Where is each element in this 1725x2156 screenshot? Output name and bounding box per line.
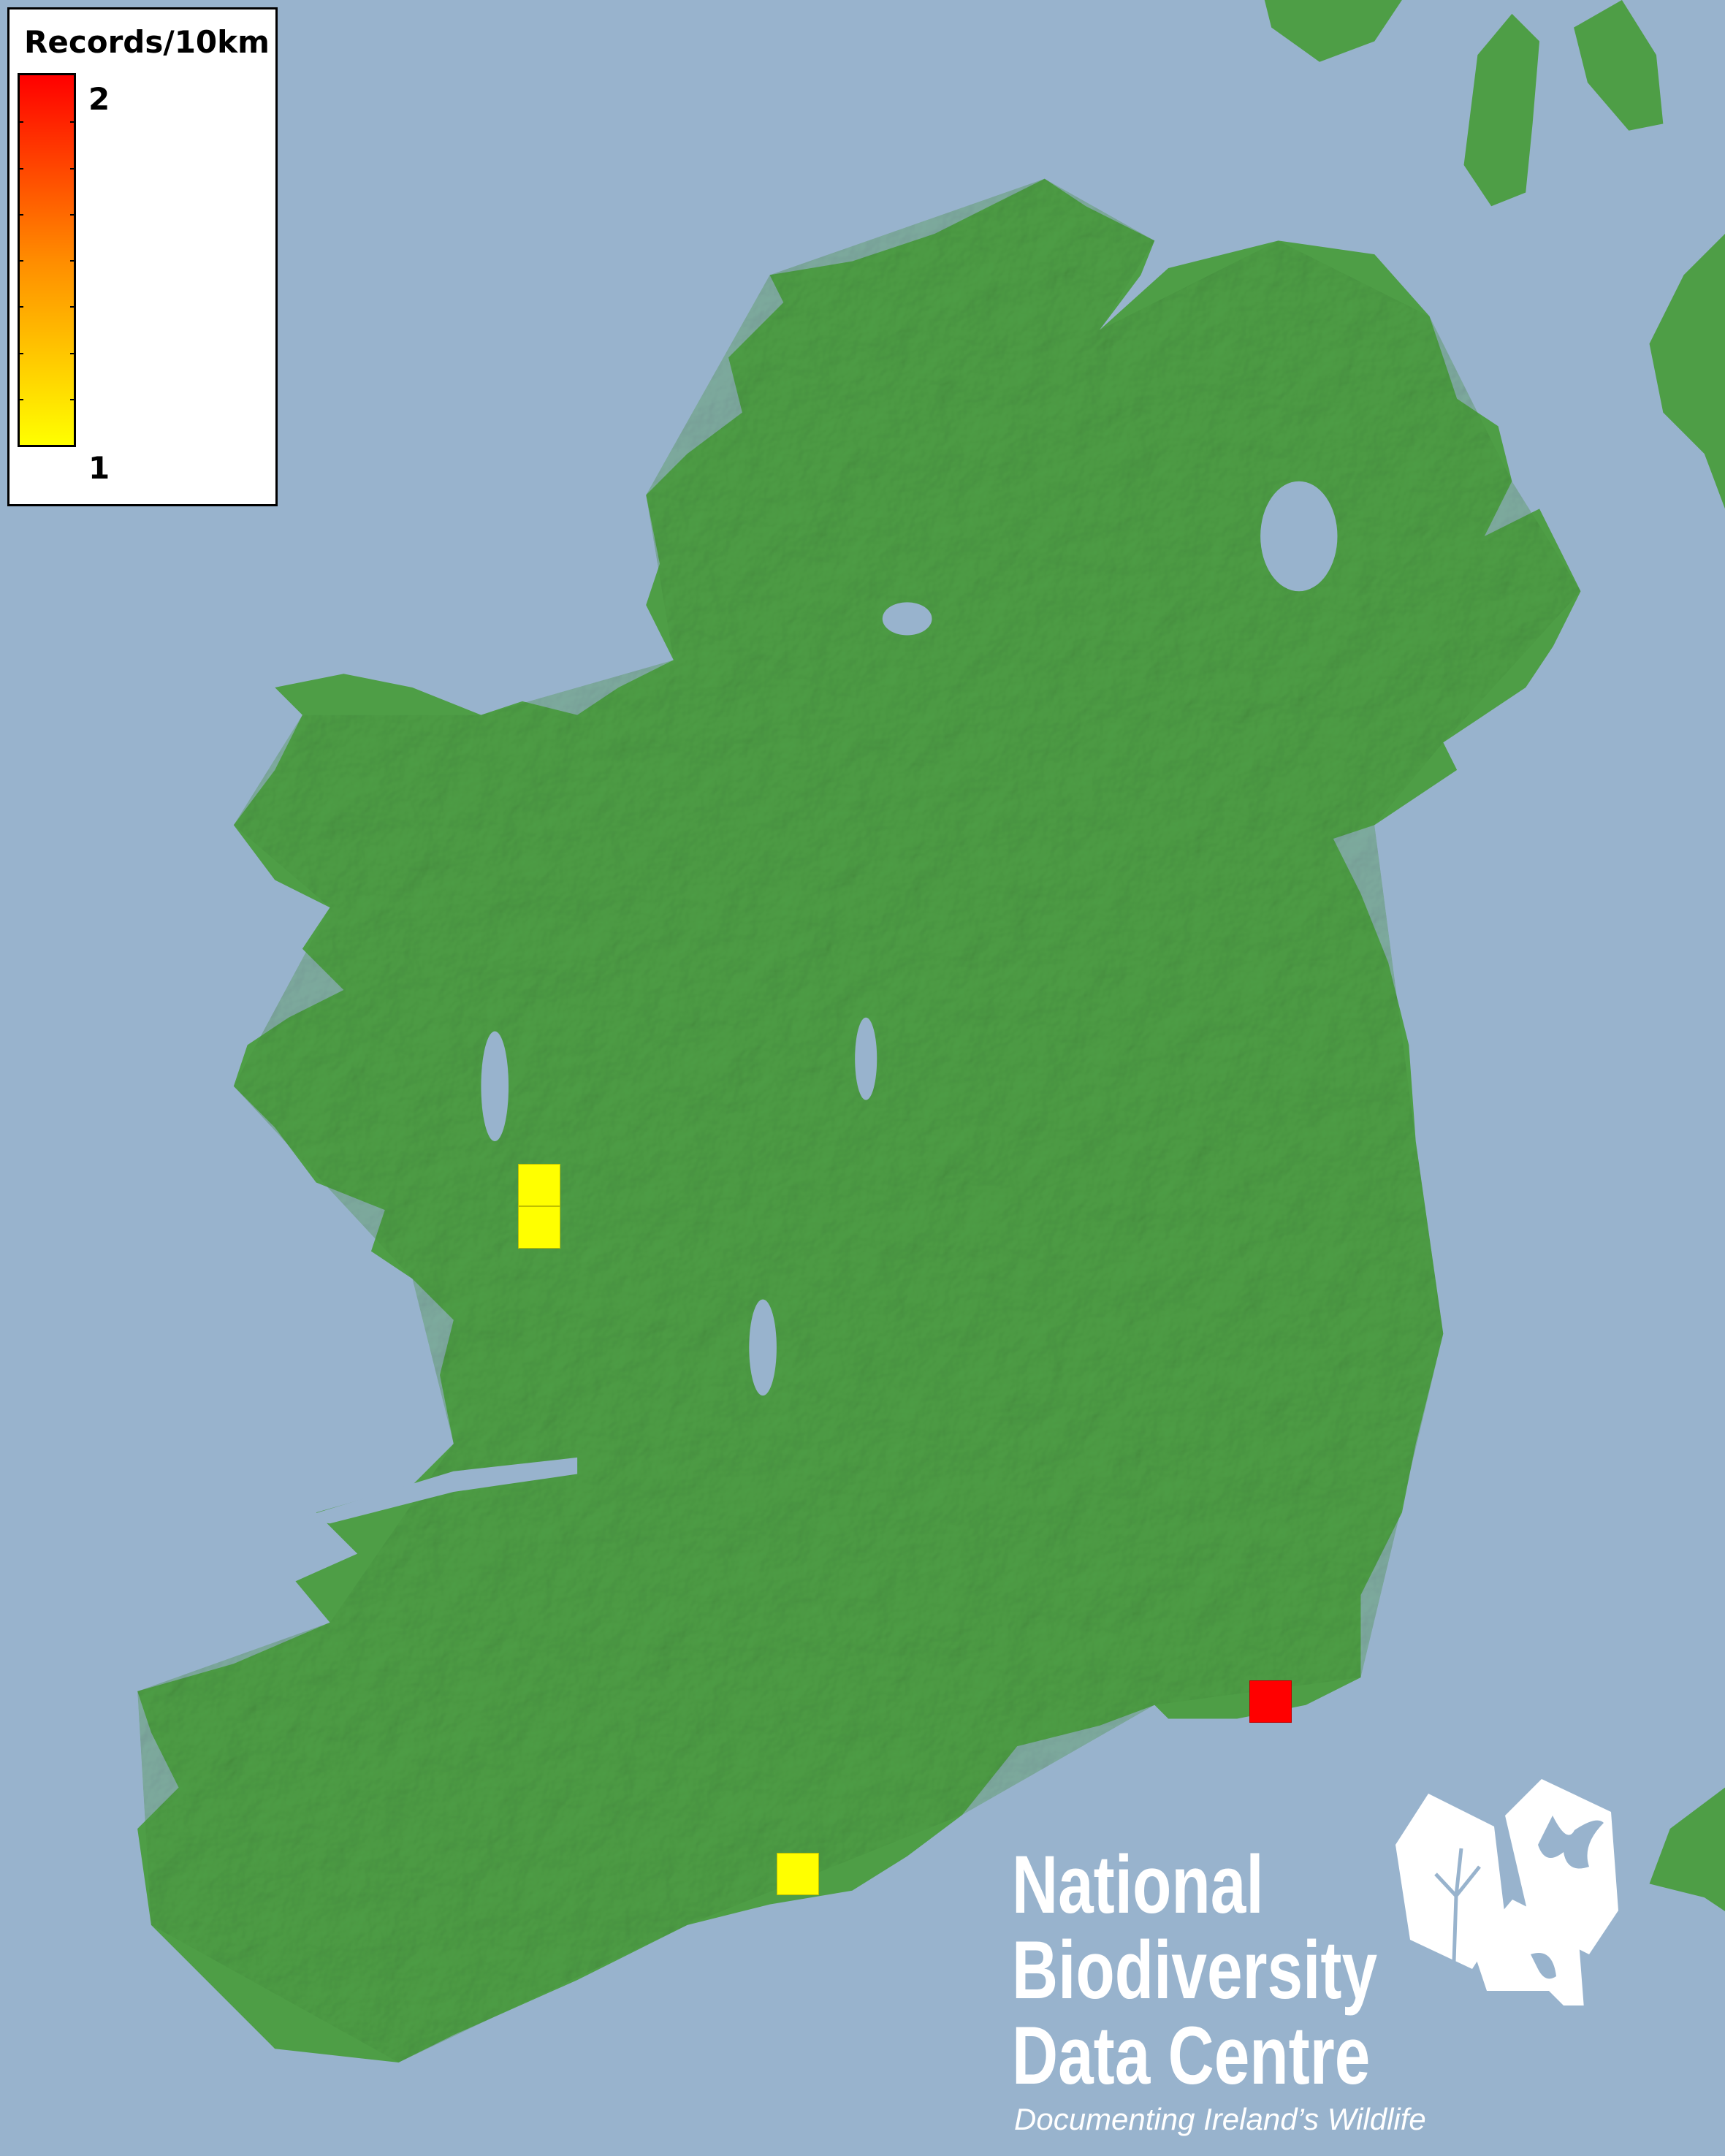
lakes [295, 481, 1338, 1524]
logo-line-3: Data Centre [1012, 2010, 1371, 2101]
lough-ree [855, 1017, 877, 1100]
logo-line-2: Biodiversity [1012, 1924, 1378, 2016]
legend: Records/10km 2 1 [7, 7, 278, 506]
scotland-coast [1649, 1787, 1725, 1912]
legend-tick [70, 121, 74, 123]
legend-tick [70, 213, 74, 216]
logo-tagline: Documenting Ireland’s Wildlife [1014, 2102, 1426, 2136]
lough-erne [882, 602, 932, 636]
legend-tick [70, 167, 74, 169]
shannon-estuary [295, 1457, 578, 1524]
scotland-island [1574, 0, 1664, 131]
scotland-coast [1649, 233, 1725, 509]
lough-corrib [481, 1031, 509, 1142]
legend-min-label: 1 [88, 450, 110, 486]
tree-hexagon-icon [1395, 1794, 1505, 1969]
legend-tick [20, 167, 23, 169]
scotland-island [1463, 13, 1540, 207]
legend-tick [70, 352, 74, 354]
hexagon-emblem-icon [1395, 1779, 1618, 2005]
legend-tick [20, 260, 23, 262]
hillshade [137, 178, 1581, 2063]
lough-neagh [1260, 481, 1338, 592]
legend-tick [20, 398, 23, 400]
lough-derg [749, 1299, 777, 1396]
legend-tick [70, 398, 74, 400]
legend-color-scale [18, 73, 76, 447]
legend-tick [20, 352, 23, 354]
legend-tick [20, 121, 23, 123]
grid-square-record[interactable] [518, 1206, 560, 1249]
grid-square-record[interactable] [1249, 1680, 1292, 1723]
legend-tick [70, 260, 74, 262]
logo-line-1: National [1012, 1839, 1264, 1930]
grid-square-record[interactable] [777, 1853, 819, 1895]
scotland-island [1264, 0, 1402, 62]
legend-tick [20, 213, 23, 216]
nbdc-logo: National Biodiversity Data Centre Docume… [1012, 1764, 1640, 2152]
seahorse-hexagon-icon [1472, 1900, 1584, 2005]
grid-square-record[interactable] [518, 1164, 560, 1206]
legend-max-label: 2 [88, 81, 110, 117]
legend-tick [20, 306, 23, 308]
legend-title: Records/10km [24, 24, 270, 60]
legend-tick [70, 306, 74, 308]
